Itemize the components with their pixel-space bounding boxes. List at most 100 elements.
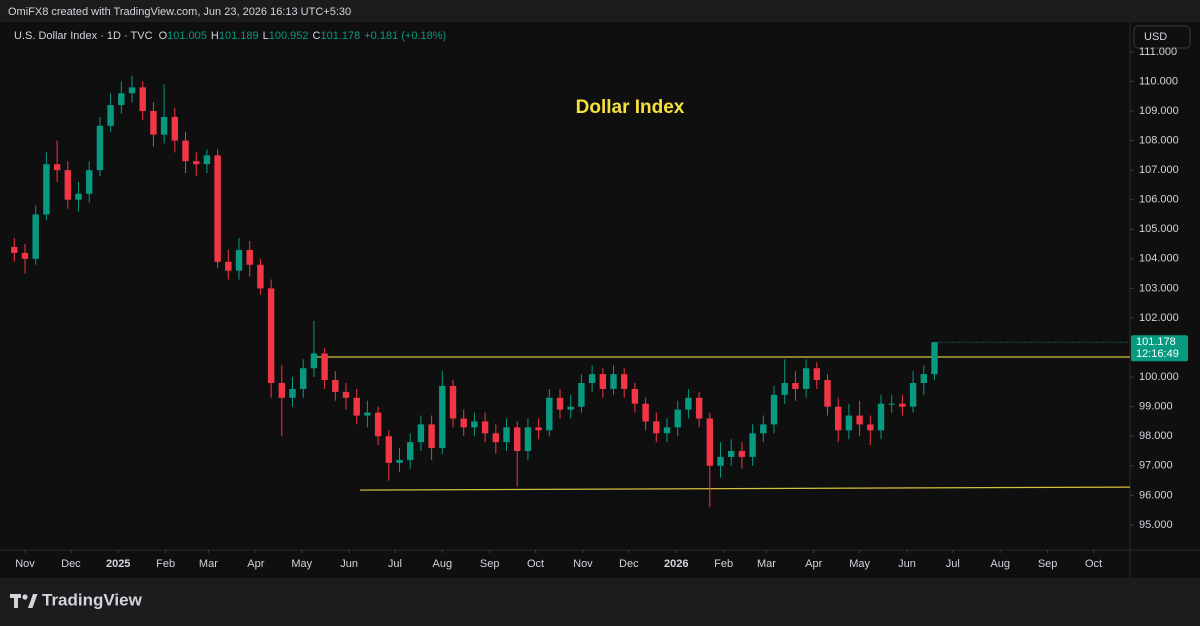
- candle-body: [674, 409, 681, 428]
- legend: U.S. Dollar Index · 1D · TVC O101.005 H101…: [14, 30, 446, 42]
- y-tick-label: 103.000: [1139, 282, 1179, 294]
- logo-part: [14, 594, 18, 608]
- candle-body: [332, 380, 339, 392]
- currency-label[interactable]: USD: [1144, 31, 1167, 43]
- x-tick-label: Mar: [199, 558, 218, 570]
- candle-body: [417, 424, 425, 443]
- candle-body: [492, 433, 500, 443]
- y-tick-label: 107.000: [1139, 164, 1179, 176]
- y-tick-label: 100.000: [1139, 371, 1179, 383]
- candle-body: [835, 406, 842, 431]
- candle-body: [546, 397, 553, 431]
- candle-body: [257, 264, 264, 289]
- candle-body: [53, 164, 61, 171]
- y-tick-label: 106.000: [1139, 194, 1179, 206]
- candle-body: [43, 164, 50, 215]
- top-bar: [0, 0, 1200, 22]
- y-tick-label: 105.000: [1139, 223, 1179, 235]
- candle-body: [888, 403, 895, 405]
- candle-body: [235, 249, 243, 271]
- y-tick-label: 102.000: [1139, 312, 1179, 324]
- candle-body: [11, 247, 18, 253]
- x-tick-label: Jun: [340, 558, 358, 570]
- candle-body: [931, 342, 938, 375]
- candle-body: [749, 433, 756, 457]
- currency-button[interactable]: [1133, 25, 1191, 49]
- candle-body: [289, 388, 296, 398]
- candle-body: [139, 87, 146, 111]
- x-tick-label: Nov: [15, 558, 35, 570]
- y-tick-label: 98.000: [1139, 430, 1173, 442]
- candle-body: [717, 456, 724, 466]
- candle-body: [642, 403, 649, 422]
- x-tick-label: Oct: [527, 558, 544, 570]
- y-tick-label: 95.000: [1139, 519, 1173, 531]
- candle-body: [909, 383, 917, 407]
- candle-body: [86, 170, 93, 194]
- candle-body: [599, 374, 607, 389]
- candle-body: [728, 451, 735, 457]
- ohlc-value: 101.005: [167, 30, 207, 42]
- x-tick-label: Jul: [946, 558, 960, 570]
- footer-bar: [0, 578, 1200, 626]
- candle-body: [524, 427, 532, 452]
- x-tick-label: Aug: [433, 558, 453, 570]
- y-tick-label: 109.000: [1139, 105, 1179, 117]
- candle-body: [813, 368, 821, 381]
- logo-part: [22, 594, 28, 600]
- candle-body: [920, 374, 928, 384]
- candle-body: [610, 374, 617, 389]
- candle-body: [899, 403, 906, 407]
- candle-body: [246, 249, 253, 265]
- candle-body: [578, 383, 585, 407]
- x-tick-label: Jun: [898, 558, 916, 570]
- x-tick-label: Aug: [990, 558, 1010, 570]
- candle-body: [214, 155, 221, 262]
- candle-body: [781, 383, 788, 395]
- candle-body: [856, 415, 863, 425]
- candle-body: [449, 385, 457, 419]
- candle-body: [760, 424, 767, 434]
- candle-body: [118, 93, 125, 106]
- x-tick-label: 2026: [664, 558, 688, 570]
- x-tick-label: May: [291, 558, 312, 570]
- x-tick-label: Apr: [805, 558, 822, 570]
- candle-body: [567, 406, 574, 410]
- candle-body: [364, 412, 371, 416]
- candle-body: [182, 140, 189, 162]
- change: +0.181 (+0.18%): [364, 30, 446, 42]
- ohlc-value: 100.952: [269, 30, 309, 42]
- x-tick-label: 2025: [106, 558, 130, 570]
- x-tick-label: Apr: [247, 558, 264, 570]
- candle-body: [845, 415, 853, 431]
- y-tick-label: 99.000: [1139, 401, 1173, 413]
- x-tick-label: Oct: [1085, 558, 1102, 570]
- candle-body: [193, 161, 200, 165]
- candle-body: [225, 261, 232, 271]
- ohlc-label: O: [159, 30, 168, 42]
- candle-body: [653, 421, 660, 434]
- candle-body: [621, 374, 628, 389]
- last-price-label: 101.178: [1136, 336, 1176, 348]
- x-tick-label: Dec: [619, 558, 639, 570]
- y-tick-label: 96.000: [1139, 489, 1173, 501]
- candle-body: [695, 397, 703, 419]
- chart-title: Dollar Index: [576, 97, 685, 118]
- candle-body: [824, 380, 831, 407]
- candle-body: [278, 383, 286, 398]
- candle-body: [150, 110, 157, 135]
- ohlc-label: C: [313, 30, 321, 42]
- candle-body: [514, 427, 521, 452]
- ohlc-value: 101.189: [219, 30, 259, 42]
- candle-body: [310, 353, 318, 369]
- countdown-label: 12:16:49: [1136, 348, 1179, 360]
- level-line: [360, 486, 1131, 491]
- candle-body: [588, 374, 596, 384]
- candle-body: [792, 383, 799, 389]
- candle-body: [685, 397, 692, 410]
- y-tick-label: 97.000: [1139, 460, 1173, 472]
- candle-body: [128, 87, 136, 94]
- candle-body: [96, 125, 104, 171]
